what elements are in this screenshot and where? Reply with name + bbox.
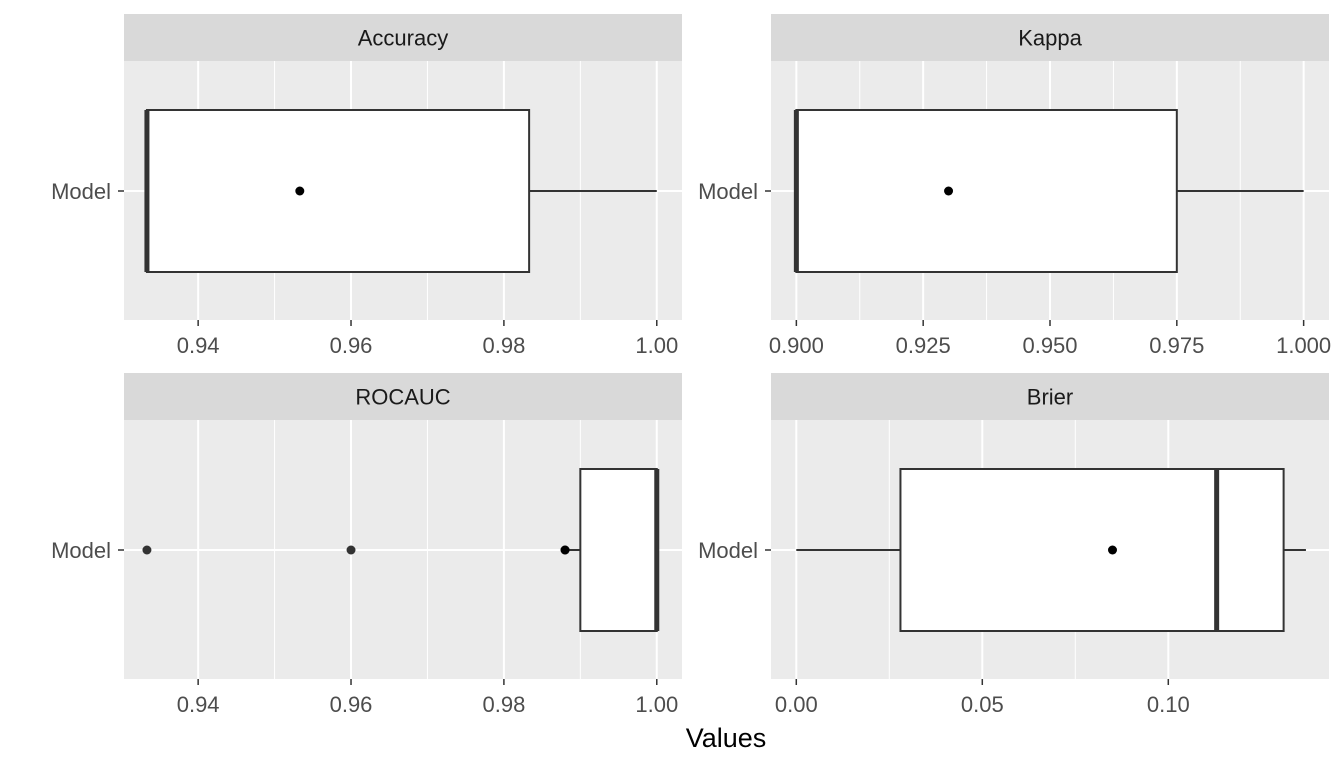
x-tick-label: 0.10: [1147, 692, 1190, 717]
facet-title: Kappa: [1018, 26, 1082, 51]
box: [899, 468, 1285, 632]
x-tick-label: 0.96: [330, 692, 373, 717]
panel-kappa: Kappa 0.900 0.925 0.950 0.975 1.000 Model: [698, 14, 1331, 358]
facet-strip: [771, 373, 1329, 420]
x-tick-label: 0.98: [482, 692, 525, 717]
x-tick-label: 0.94: [177, 333, 220, 358]
panel-rocauc: ROCAUC 0.94 0.96 0.98 1.00 Model: [51, 373, 682, 717]
mean-point: [1107, 545, 1117, 555]
x-tick-label: 1.00: [635, 692, 678, 717]
x-tick-label: 0.950: [1022, 333, 1077, 358]
y-tick-label: Model: [51, 179, 111, 204]
x-tick-label: 0.975: [1149, 333, 1204, 358]
facet-title: Accuracy: [358, 26, 448, 51]
x-tick-label: 1.000: [1276, 333, 1331, 358]
facet-strip: [124, 14, 682, 61]
x-tick-label: 0.900: [769, 333, 824, 358]
facet-strip: [124, 373, 682, 420]
outlier-point: [142, 545, 152, 555]
x-tick-label: 0.98: [482, 333, 525, 358]
panel-accuracy: Accuracy 0.94 0.96 0.98 1.00 Model: [51, 14, 682, 358]
x-tick-label: 0.05: [961, 692, 1004, 717]
outlier-point: [346, 545, 356, 555]
facet-title: ROCAUC: [355, 385, 450, 410]
y-tick-label: Model: [51, 538, 111, 563]
panel-brier: Brier 0.00 0.05 0.10 Model: [698, 373, 1329, 717]
mean-point: [560, 545, 570, 555]
box: [795, 109, 1178, 273]
y-tick-label: Model: [698, 538, 758, 563]
facet-title: Brier: [1027, 385, 1073, 410]
facet-strip: [771, 14, 1329, 61]
x-tick-label: 0.96: [330, 333, 373, 358]
box: [145, 109, 531, 273]
y-tick-label: Model: [698, 179, 758, 204]
x-tick-label: 0.925: [896, 333, 951, 358]
x-tick-label: 0.94: [177, 692, 220, 717]
box: [579, 468, 658, 632]
mean-point: [944, 186, 954, 196]
x-axis-title: Values: [686, 723, 767, 753]
x-tick-label: 1.00: [635, 333, 678, 358]
x-tick-label: 0.00: [775, 692, 818, 717]
mean-point: [295, 186, 305, 196]
